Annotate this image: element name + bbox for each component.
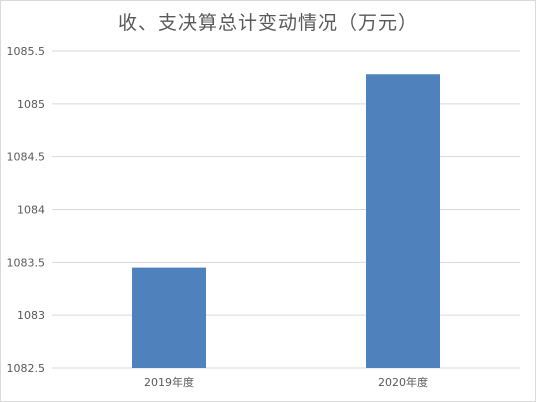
x-axis-ticks: 2019年度 2020年度 xyxy=(144,375,428,389)
y-tick-label: 1084 xyxy=(17,204,45,217)
x-tick-label: 2020年度 xyxy=(378,375,428,389)
gridlines xyxy=(52,50,520,369)
bars xyxy=(132,74,440,368)
bar-1 xyxy=(132,267,206,368)
y-tick-label: 1083 xyxy=(17,309,45,322)
y-tick-label: 1085.5 xyxy=(7,45,46,58)
y-tick-label: 1082.5 xyxy=(7,362,46,375)
y-tick-label: 1083.5 xyxy=(7,256,46,269)
bar-2 xyxy=(366,74,440,368)
y-tick-label: 1085 xyxy=(17,98,45,111)
y-axis-ticks: 1082.5 1083 1083.5 1084 1084.5 1085 1085.5 xyxy=(7,45,46,375)
y-tick-label: 1084.5 xyxy=(7,151,46,164)
chart-title: 收、支决算总计变动情况（万元） xyxy=(117,12,418,34)
x-tick-label: 2019年度 xyxy=(144,375,194,389)
